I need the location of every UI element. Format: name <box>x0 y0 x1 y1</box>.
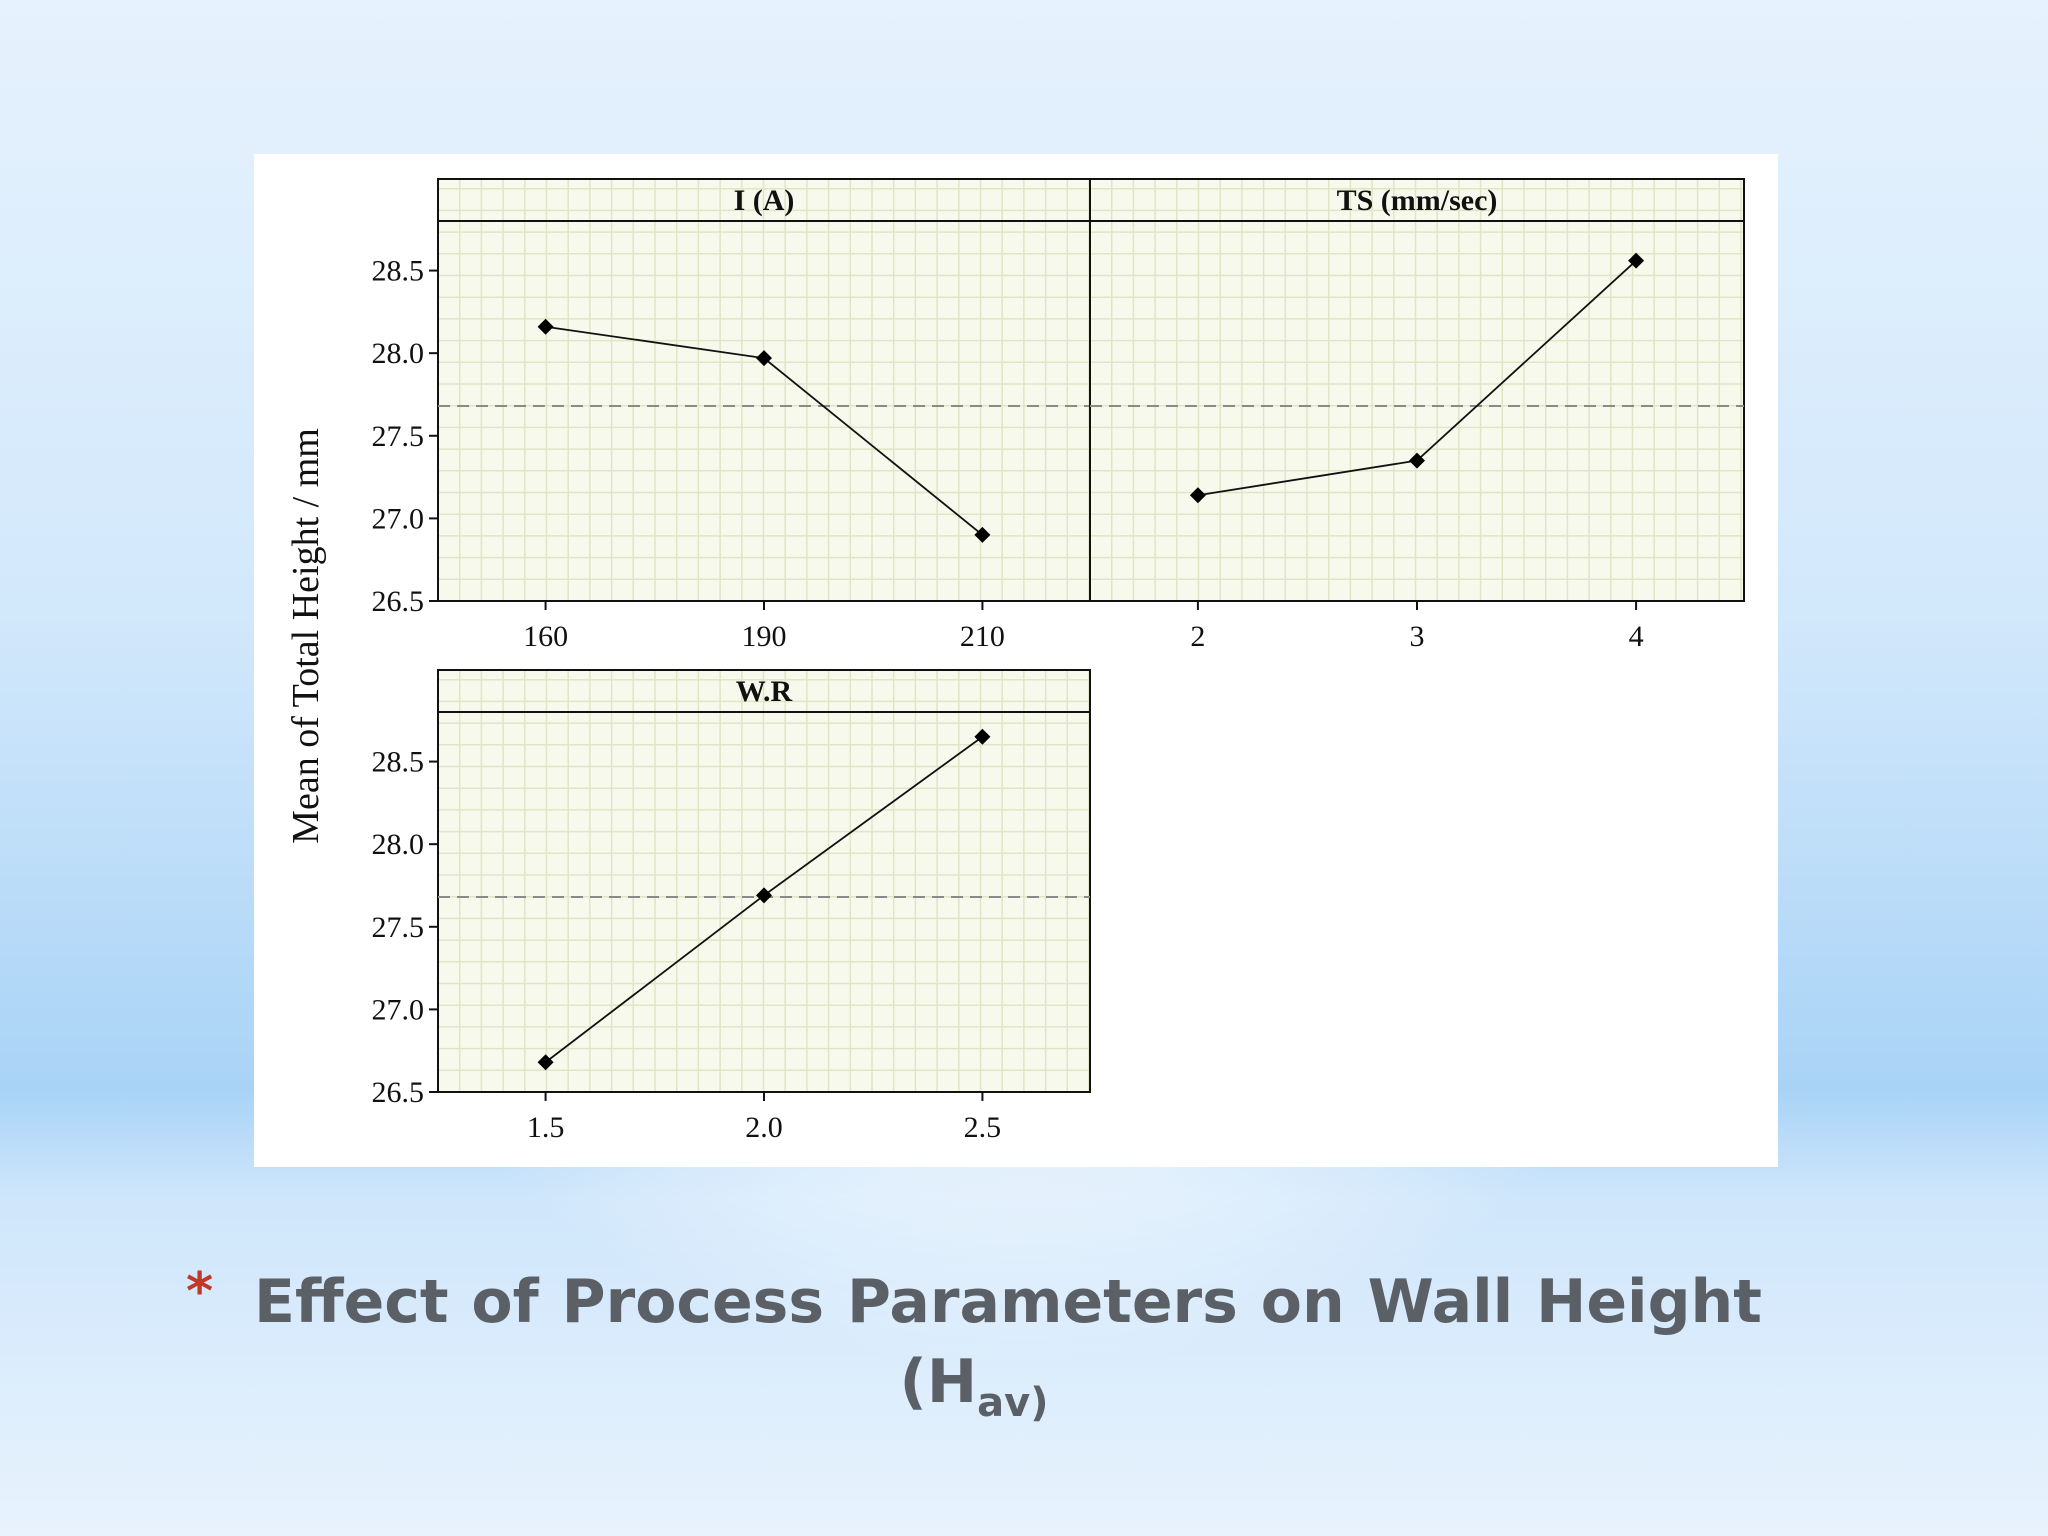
title-word: on <box>1260 1267 1345 1337</box>
facet-title: TS (mm/sec) <box>1337 184 1498 217</box>
y-tick-label: 28.5 <box>372 255 425 288</box>
facet-panel: W.R 26.5 27.0 27.5 28.0 28.5 1.5 2.0 2.5 <box>372 669 1091 1144</box>
y-axis-title: Mean of Total Height / mm <box>285 428 327 844</box>
y-tick-label: 27.5 <box>372 420 425 453</box>
x-tick-label: 4 <box>1629 620 1644 653</box>
data-point <box>537 318 554 335</box>
data-point <box>1409 452 1425 469</box>
title-subscript: av) <box>977 1380 1049 1426</box>
x-tick-label: 1.5 <box>527 1111 565 1144</box>
data-point <box>537 1054 554 1071</box>
x-tick-label: 160 <box>523 620 568 653</box>
y-tick-label: 26.5 <box>372 1076 425 1109</box>
x-tick-label: 210 <box>960 620 1005 653</box>
main-effects-plot: I (A) 26.5 27.0 27.5 28.0 28.5 160 190 210 TS (mm… <box>285 178 1745 1144</box>
y-tick-label: 28.0 <box>372 337 425 370</box>
facet-panel: I (A) 26.5 27.0 27.5 28.0 28.5 160 190 210 <box>372 178 1091 653</box>
y-tick-label: 28.0 <box>372 828 425 861</box>
y-tick-label: 27.5 <box>372 911 425 944</box>
title-word: Parameters <box>847 1267 1238 1337</box>
y-tick-label: 27.0 <box>372 993 425 1026</box>
chart-panel: I (A) 26.5 27.0 27.5 28.0 28.5 160 190 210 TS (mm… <box>254 154 1778 1167</box>
data-point <box>756 887 772 904</box>
title-line-1: Effect of Process Parameters on Wall Hei… <box>254 1262 1762 1342</box>
title-line-2: (Hav) <box>186 1342 1762 1443</box>
y-tick-label: 26.5 <box>372 585 425 618</box>
plot-background <box>1090 179 1744 601</box>
title-word: of <box>471 1267 539 1337</box>
title-word: Wall <box>1367 1267 1514 1337</box>
facet-panel: TS (mm/sec) 2 3 4 <box>1089 178 1745 653</box>
x-tick-label: 190 <box>742 620 787 653</box>
slide-title: * Effect of Process Parameters on Wall H… <box>186 1262 1762 1443</box>
data-point <box>974 728 991 745</box>
data-point <box>974 526 991 543</box>
bullet-icon: * <box>186 1262 214 1322</box>
facet-title: I (A) <box>734 184 795 217</box>
title-word: Height <box>1536 1267 1762 1337</box>
x-tick-label: 3 <box>1410 620 1425 653</box>
y-tick-label: 27.0 <box>372 502 425 535</box>
title-symbol: (H <box>899 1347 978 1417</box>
title-word: Process <box>561 1267 825 1337</box>
facet-title: W.R <box>736 675 793 708</box>
x-tick-label: 2.0 <box>745 1111 783 1144</box>
title-word: Effect <box>254 1267 449 1337</box>
data-point <box>756 350 772 367</box>
x-tick-label: 2.5 <box>964 1111 1002 1144</box>
y-tick-label: 28.5 <box>372 746 425 779</box>
x-tick-label: 2 <box>1190 620 1205 653</box>
data-point <box>1189 487 1206 504</box>
